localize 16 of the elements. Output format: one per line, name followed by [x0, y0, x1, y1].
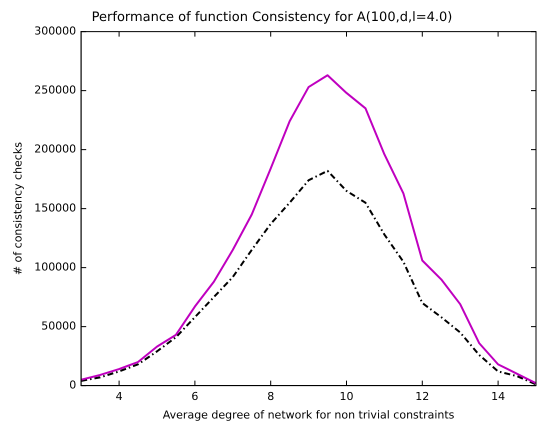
- x-axis-title: Average degree of network for non trivial constraints: [162, 408, 455, 422]
- x-tick-label: 4: [116, 390, 123, 404]
- x-tick-label: 12: [415, 390, 430, 404]
- y-tick-label: 200000: [34, 142, 76, 156]
- chart-title: Performance of function Consistency for A(100,d,l=4.0): [92, 10, 452, 26]
- y-tick-label: 50000: [41, 319, 76, 332]
- y-axis-title: # of consistency checks: [11, 142, 24, 276]
- y-tick-label: 300000: [34, 24, 76, 38]
- x-tick-label: 14: [491, 390, 506, 404]
- y-tick-label: 250000: [34, 83, 76, 96]
- x-tick-label: 10: [339, 390, 354, 404]
- y-tick-label: 150000: [34, 201, 76, 214]
- y-tick-label: 0: [69, 378, 76, 392]
- x-tick-label: 6: [191, 390, 198, 404]
- x-tick-label: 8: [267, 390, 274, 404]
- y-tick-label: 100000: [34, 260, 76, 274]
